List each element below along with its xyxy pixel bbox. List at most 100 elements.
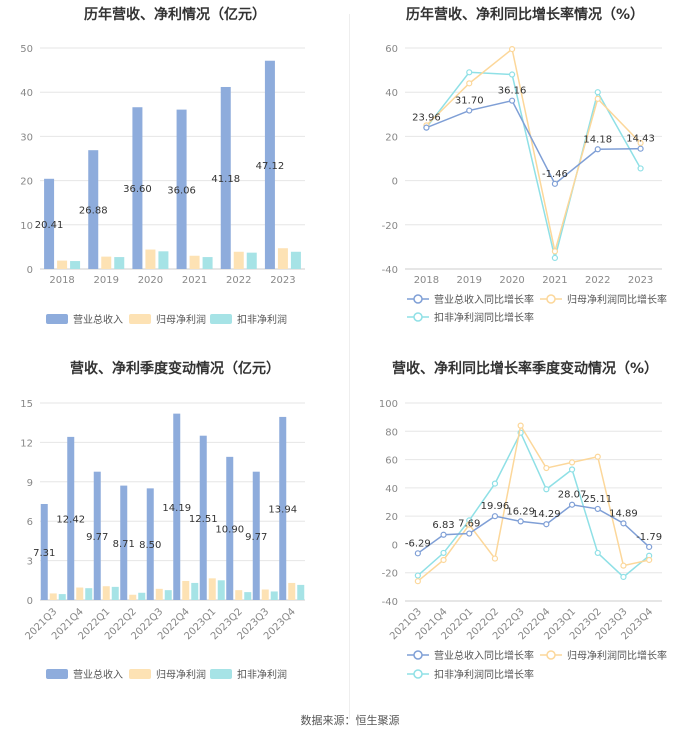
x-tick-label: 2020 bbox=[499, 275, 524, 286]
y-tick-label: 9 bbox=[27, 478, 33, 489]
chart-panel-annual-growth: 历年营收、净利同比增长率情况（%） -40 -20 0 20 40 60 2018 2019 2… bbox=[350, 0, 700, 354]
legend-swatch bbox=[129, 669, 151, 679]
data-point bbox=[517, 422, 524, 429]
bar-deducted-profit bbox=[138, 592, 146, 600]
data-label: 7.31 bbox=[33, 548, 55, 559]
chart-panel-quarterly-bars: 营收、净利季度变动情况（亿元） 0 3 6 9 12 15 2021Q3 2021Q4 2022… bbox=[0, 354, 350, 708]
bar-net-profit bbox=[208, 578, 216, 600]
y-tick-label: 40 bbox=[385, 88, 398, 99]
data-point bbox=[594, 146, 601, 153]
bar-revenue bbox=[176, 109, 187, 269]
legend-label: 营业总收入 bbox=[73, 313, 123, 326]
data-label: 20.41 bbox=[35, 220, 64, 231]
data-label: 28.07 bbox=[558, 490, 587, 501]
data-point bbox=[466, 80, 473, 87]
legend-label: 营业总收入同比增长率 bbox=[434, 293, 534, 306]
data-label: 8.71 bbox=[113, 539, 135, 550]
data-point bbox=[551, 254, 559, 262]
y-tick-label: 3 bbox=[27, 557, 33, 568]
data-point bbox=[646, 543, 653, 551]
legend-label: 营业总收入 bbox=[73, 668, 123, 681]
bar-net-profit bbox=[101, 256, 112, 269]
y-tick-label: -40 bbox=[382, 265, 398, 276]
legend-item: 扣非净利润同比增长率 bbox=[407, 668, 534, 681]
bar-deducted-profit bbox=[202, 257, 213, 269]
legend-label: 扣非净利润同比增长率 bbox=[434, 668, 534, 681]
x-tick-label: 2022 bbox=[585, 275, 610, 286]
data-label: 41.18 bbox=[211, 174, 240, 185]
y-tick-label: 20 bbox=[385, 512, 398, 523]
y-tick-label: 60 bbox=[385, 456, 398, 467]
data-point bbox=[594, 549, 601, 557]
bar-revenue bbox=[199, 435, 207, 600]
legend-item: 营业总收入 bbox=[46, 668, 123, 681]
data-label: 25.11 bbox=[583, 494, 612, 505]
bar-deducted-profit bbox=[270, 591, 278, 600]
data-point bbox=[637, 165, 644, 172]
y-tick-label: 0 bbox=[392, 540, 398, 551]
legend-item: 扣非净利润 bbox=[210, 668, 287, 681]
bar-net-profit bbox=[57, 260, 68, 269]
y-tick-label: 0 bbox=[392, 177, 398, 188]
data-point bbox=[517, 518, 524, 525]
y-tick-label: 12 bbox=[20, 438, 33, 449]
data-label: 7.69 bbox=[458, 519, 480, 530]
chart-title: 营收、净利季度变动情况（亿元） bbox=[70, 361, 280, 377]
legend-label: 归母净利润 bbox=[156, 668, 206, 681]
chart-panel-annual-bars: 历年营收、净利情况（亿元） 0 10 20 30 40 50 2018 2019 2020 202… bbox=[0, 0, 350, 354]
data-label: 6.83 bbox=[432, 520, 454, 531]
bar-revenue bbox=[132, 107, 143, 269]
legend-swatch-marker bbox=[413, 650, 423, 660]
series-line-deducted-profit-growth bbox=[417, 430, 650, 578]
x-tick-label: 2021 bbox=[182, 275, 207, 286]
bar-revenue bbox=[40, 503, 48, 600]
x-tick-label: 2023 bbox=[270, 275, 295, 286]
series-line-net-profit-growth bbox=[425, 47, 642, 252]
data-point bbox=[440, 549, 447, 557]
legend-item: 归母净利润同比增长率 bbox=[540, 649, 667, 662]
legend-swatch-marker bbox=[413, 294, 423, 304]
bar-revenue bbox=[226, 456, 234, 600]
data-label: 47.12 bbox=[256, 161, 285, 172]
bar-revenue bbox=[252, 471, 260, 600]
data-point bbox=[551, 248, 559, 255]
bar-revenue bbox=[264, 60, 275, 269]
legend-swatch-marker bbox=[546, 650, 556, 660]
data-point bbox=[466, 521, 473, 528]
data-label: 31.70 bbox=[455, 96, 484, 107]
data-label: 8.50 bbox=[139, 540, 161, 551]
legend-label: 归母净利润同比增长率 bbox=[567, 293, 667, 306]
y-tick-label: 0 bbox=[27, 596, 33, 607]
data-point bbox=[423, 124, 430, 131]
y-tick-label: 50 bbox=[20, 44, 33, 55]
data-point bbox=[508, 97, 516, 104]
legend-item: 归母净利润 bbox=[129, 313, 206, 326]
y-tick-label: 100 bbox=[379, 399, 398, 410]
data-point bbox=[491, 513, 499, 520]
bar-revenue bbox=[146, 488, 154, 600]
data-label: 9.77 bbox=[86, 532, 108, 543]
data-point bbox=[543, 464, 550, 472]
y-tick-label: 20 bbox=[20, 177, 33, 188]
y-tick-label: -20 bbox=[382, 221, 398, 232]
data-point bbox=[466, 107, 473, 114]
data-label: 13.94 bbox=[268, 504, 297, 515]
bar-net-profit bbox=[76, 587, 84, 600]
bar-net-profit bbox=[182, 580, 190, 600]
series-line-revenue-growth bbox=[426, 99, 641, 185]
legend-swatch-marker bbox=[413, 669, 423, 679]
legend-item: 归母净利润同比增长率 bbox=[540, 293, 667, 306]
data-label: 9.77 bbox=[245, 532, 267, 543]
data-point bbox=[491, 555, 499, 562]
quarterly-revenue-profit-chart: 036912152021Q32021Q42022Q12022Q22022Q320… bbox=[20, 399, 305, 681]
data-label: 14.29 bbox=[532, 509, 561, 520]
legend-label: 扣非净利润 bbox=[237, 668, 287, 681]
y-tick-label: 30 bbox=[20, 132, 33, 143]
legend-swatch bbox=[46, 669, 68, 679]
legend-item: 扣非净利润 bbox=[210, 313, 287, 326]
legend-label: 归母净利润 bbox=[156, 313, 206, 326]
data-label: -1.79 bbox=[636, 532, 662, 543]
bar-net-profit bbox=[261, 589, 269, 600]
chart-title: 历年营收、净利情况（亿元） bbox=[84, 7, 266, 23]
quarterly-growth-chart: -40-200204060801002021Q32021Q42022Q12022… bbox=[379, 399, 667, 681]
